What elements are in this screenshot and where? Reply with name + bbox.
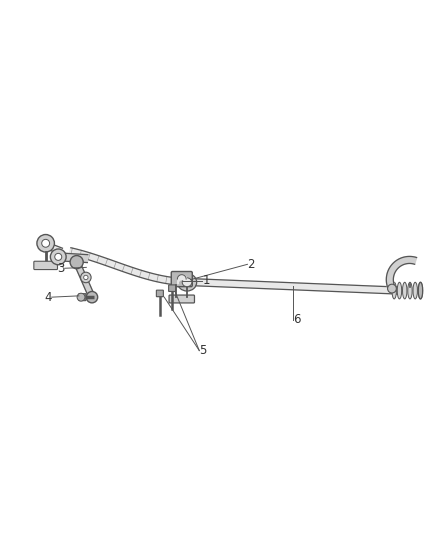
Ellipse shape — [177, 273, 197, 291]
Polygon shape — [386, 256, 417, 290]
FancyBboxPatch shape — [171, 271, 192, 287]
Circle shape — [70, 255, 83, 269]
Circle shape — [50, 249, 66, 265]
Circle shape — [86, 292, 98, 303]
Circle shape — [84, 275, 88, 280]
Text: 4: 4 — [44, 290, 52, 304]
Text: 3: 3 — [57, 262, 65, 274]
Polygon shape — [43, 241, 63, 254]
Circle shape — [42, 239, 49, 247]
Polygon shape — [184, 278, 399, 294]
Circle shape — [388, 284, 396, 293]
Text: 2: 2 — [247, 258, 255, 271]
Circle shape — [55, 253, 62, 260]
Ellipse shape — [403, 282, 407, 299]
Text: 1: 1 — [202, 274, 210, 287]
FancyBboxPatch shape — [169, 295, 194, 303]
Ellipse shape — [418, 282, 423, 299]
Ellipse shape — [392, 282, 396, 299]
Circle shape — [37, 235, 54, 252]
Polygon shape — [69, 248, 184, 285]
Polygon shape — [74, 261, 95, 298]
FancyBboxPatch shape — [79, 294, 86, 301]
Polygon shape — [59, 253, 88, 263]
FancyBboxPatch shape — [156, 290, 163, 297]
Ellipse shape — [397, 282, 402, 299]
Ellipse shape — [408, 282, 412, 299]
Circle shape — [81, 272, 91, 282]
Ellipse shape — [182, 278, 192, 287]
Circle shape — [77, 293, 85, 301]
Text: 6: 6 — [293, 313, 301, 326]
FancyBboxPatch shape — [169, 285, 176, 292]
Ellipse shape — [413, 282, 417, 299]
Ellipse shape — [418, 282, 423, 299]
Text: 5: 5 — [199, 344, 207, 357]
FancyBboxPatch shape — [34, 261, 57, 270]
